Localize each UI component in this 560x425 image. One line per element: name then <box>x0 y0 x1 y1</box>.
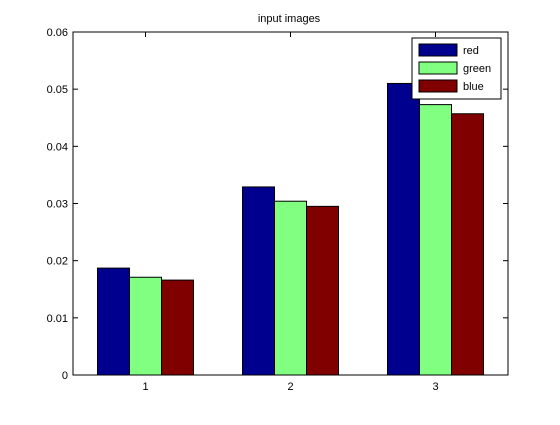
legend-label-green: green <box>463 63 491 75</box>
y-tick-label: 0.03 <box>47 199 68 211</box>
bar-red-1 <box>97 267 130 376</box>
x-tick-label: 2 <box>287 381 293 393</box>
tick-labels: 0 0.01 0.02 0.03 0.04 0.05 0.06 1 2 3 <box>47 27 439 393</box>
legend-swatch-blue <box>418 79 458 93</box>
bar-green-2 <box>274 200 307 376</box>
bar-red-3 <box>387 82 420 376</box>
chart-title: input images <box>258 13 321 25</box>
y-tick-label: 0.04 <box>47 141 68 153</box>
bar-red-2 <box>242 186 275 376</box>
bar-blue-3 <box>451 113 484 376</box>
legend-swatch-red <box>418 43 458 57</box>
legend-label-blue: blue <box>463 81 484 93</box>
bars <box>97 82 484 376</box>
bar-blue-2 <box>306 205 339 376</box>
bar-blue-1 <box>161 279 194 376</box>
bar-green-1 <box>129 276 162 376</box>
y-tick-label: 0.01 <box>47 313 68 325</box>
y-tick-label: 0 <box>62 370 68 382</box>
y-tick-label: 0.05 <box>47 84 68 96</box>
legend: red green blue <box>411 37 502 100</box>
y-tick-label: 0.06 <box>47 27 68 39</box>
x-tick-label: 3 <box>432 381 438 393</box>
y-tick-label: 0.02 <box>47 256 68 268</box>
bar-green-3 <box>419 104 452 376</box>
x-tick-label: 1 <box>142 381 148 393</box>
legend-label-red: red <box>463 45 479 57</box>
legend-swatch-green <box>418 61 458 75</box>
